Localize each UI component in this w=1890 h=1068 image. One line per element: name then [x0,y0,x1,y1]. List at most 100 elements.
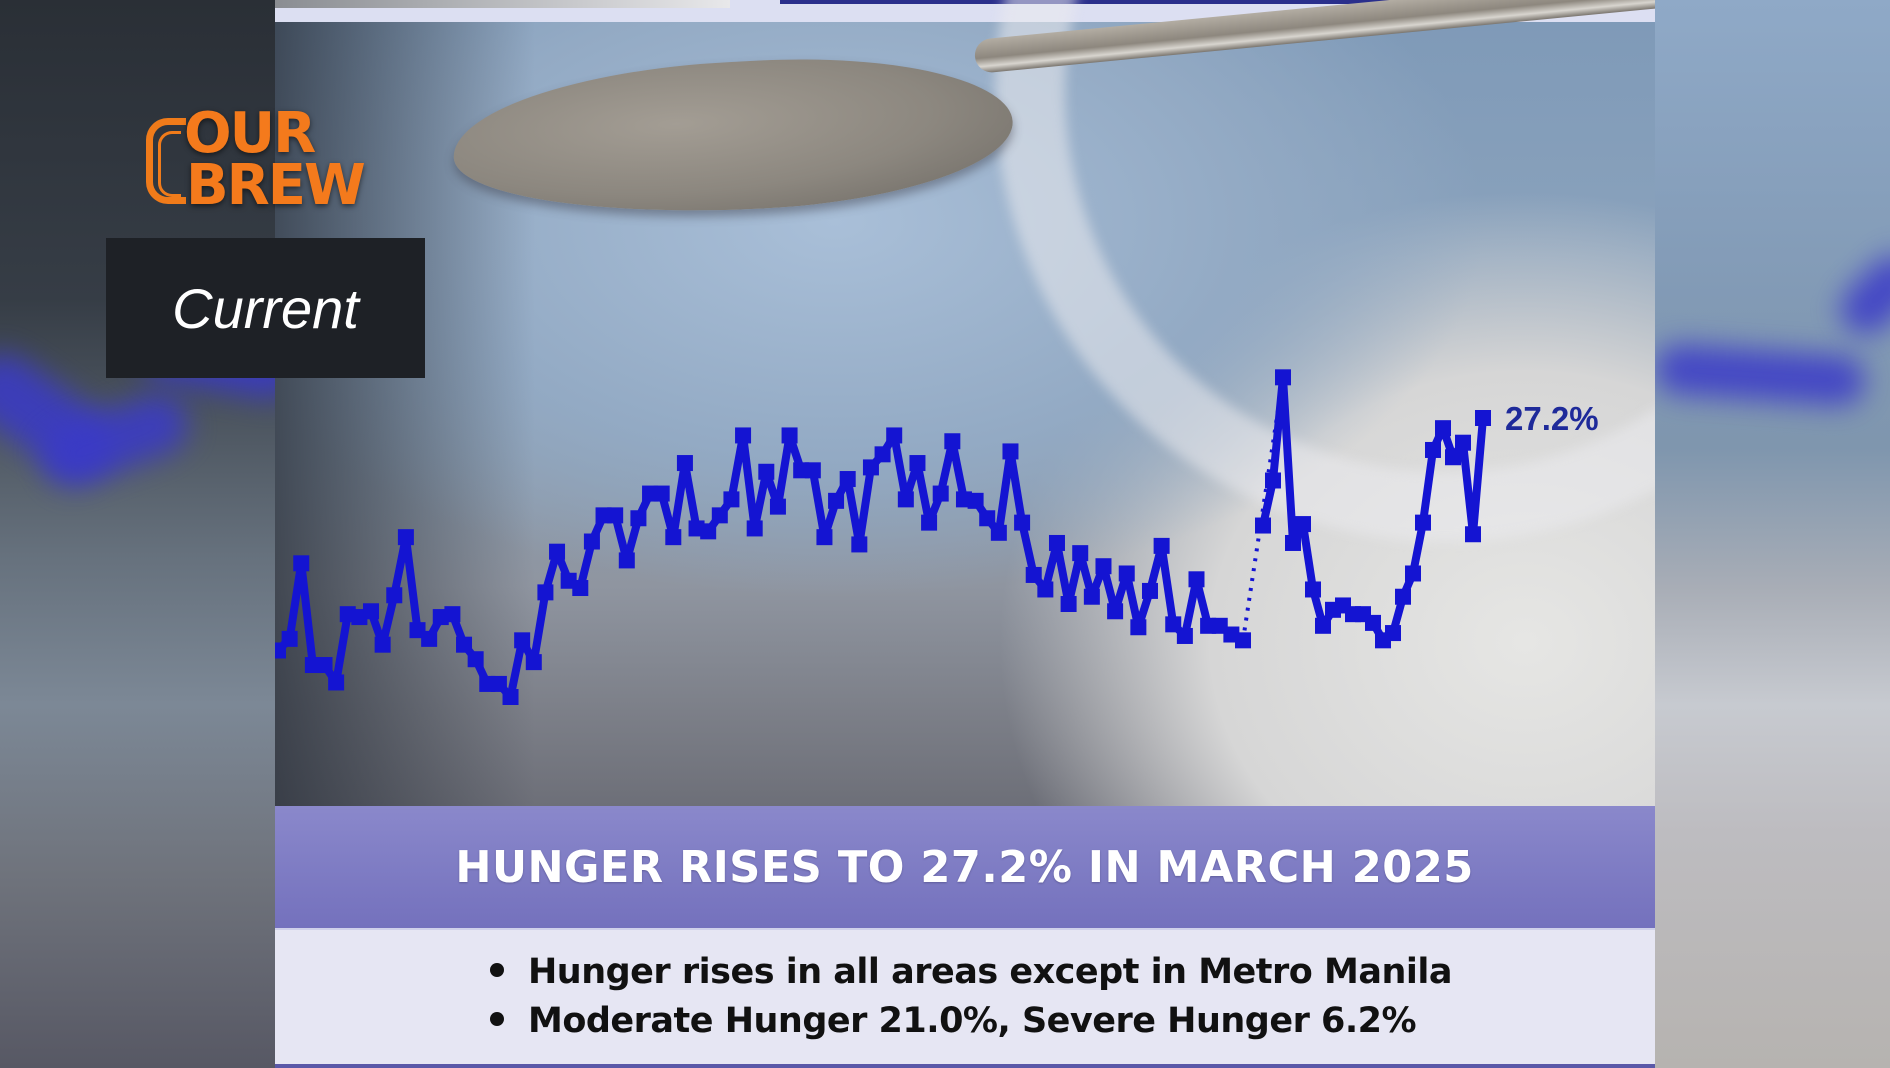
chart-data-point-marker [1425,441,1441,458]
chart-data-point-marker [967,492,984,509]
chart-data-point-marker [444,606,461,623]
bullet-text: Hunger rises in all areas except in Metr… [528,952,1453,992]
chart-data-point-marker [1295,516,1311,533]
infographic-card: 27.2% HUNGER RISES TO 27.2% IN MARCH 202… [275,0,1655,1068]
chart-data-point-marker [1141,582,1158,599]
chart-data-point-marker [735,427,752,444]
end-value-label: 27.2% [1505,400,1599,437]
bullet-item: Moderate Hunger 21.0%, Severe Hunger 6.2… [490,997,1452,1046]
chart-data-point-marker [1118,565,1135,582]
chart-data-point-marker [932,485,949,502]
chart-data-point-marker [723,491,740,508]
bullet-icon [490,963,504,977]
chart-data-point-marker [328,674,345,691]
chart-data-point-marker [1014,514,1031,531]
chart-data-point-marker [676,455,693,472]
chart-data-point-marker [1002,443,1019,460]
chart-data-point-marker [1275,369,1291,386]
segment-badge: Current [106,238,425,378]
chart-data-point-marker [828,492,845,509]
bullets-band: Hunger rises in all areas except in Metr… [275,928,1655,1064]
chart-data-point-marker [1235,632,1251,649]
top-strip-grey-bar [275,0,730,8]
left-blurred-backdrop [0,0,276,1068]
chart-data-point-marker [1415,514,1431,531]
bullet-text: Moderate Hunger 21.0%, Severe Hunger 6.2… [528,1001,1417,1041]
chart-data-point-marker [1315,617,1331,634]
headline-title: HUNGER RISES TO 27.2% IN MARCH 2025 [455,841,1475,893]
chart-data-point-marker [886,427,903,444]
chart-data-point-marker [839,471,856,488]
chart-data-point-marker [1176,627,1193,644]
chart-data-point-marker [1405,565,1421,582]
chart-data-point-marker [862,459,879,476]
chart-data-point-marker [583,533,600,550]
chart-data-point-marker [1455,434,1471,451]
chart-data-point-marker [537,584,554,601]
badge-label: Current [172,276,359,340]
chart-data-point-marker [421,630,438,647]
chart-data-point-marker [700,523,717,540]
chart-data-point-marker [1153,537,1170,554]
chart-data-point-marker [467,651,484,668]
bullet-list: Hunger rises in all areas except in Metr… [490,948,1453,1046]
our-brew-logo: OUR BREW [146,104,386,216]
chart-data-point-marker [1037,581,1054,598]
chart-data-point-marker [1475,410,1491,426]
chart-data-point-marker [1107,603,1124,620]
chart-data-point-marker [1435,420,1451,437]
bullet-item: Hunger rises in all areas except in Metr… [490,948,1453,997]
blurred-chart-line [1655,342,1867,408]
chart-data-point-marker [386,587,403,604]
chart-data-point-marker [1285,534,1301,551]
chart-data-point-marker [781,427,798,444]
chart-data-point-marker [874,446,891,463]
chart-data-point-marker [990,524,1007,541]
chart-data-point-marker [1265,472,1281,489]
blurred-chart-line [1830,245,1890,345]
chart-data-point-marker [665,529,682,546]
bullet-icon [490,1012,504,1026]
chart-data-point-marker [490,675,507,692]
chart-data-point-marker [1060,596,1077,612]
chart-data-point-marker [979,510,996,527]
chart-data-point-marker [1048,534,1065,551]
chart-data-point-marker [758,463,775,480]
logo-text-line1: OUR [184,101,316,166]
chart-data-point-marker [1083,588,1100,605]
chart-data-point-marker [1445,449,1461,466]
chart-data-point-marker [909,455,926,472]
chart-data-point-marker [275,642,286,659]
chart-data-point-marker [1365,614,1381,631]
chart-data-point-marker [316,657,333,674]
chart-data-point-marker [525,654,542,671]
chart-data-point-marker [293,555,310,572]
chart-data-point-marker [374,636,391,653]
chart-data-point-marker [944,433,961,450]
chart-data-point-marker [711,507,728,524]
chart-data-point-marker [456,636,473,653]
chart-data-point-marker [502,689,519,705]
logo-text-line2: BREW [186,153,366,218]
chart-data-point-marker [897,491,914,508]
chart-series-line [1259,373,1487,645]
chart-data-point-marker [816,529,833,546]
chart-data-point-marker [1072,545,1089,562]
chart-data-point-marker [630,510,647,527]
chart-data-point-marker [607,507,624,524]
chart-data-point-marker [281,630,298,647]
chart-data-point-marker [851,536,868,553]
chart-data-point-marker [514,632,531,649]
chart-data-point-marker [618,552,635,569]
chart-data-point-marker [653,485,670,502]
chart-data-point-marker [921,514,938,531]
mug-handle-icon [146,118,186,204]
hunger-line-chart [275,369,1491,705]
chart-data-point-marker [363,603,380,620]
chart-data-point-marker [769,498,786,515]
chart-data-point-marker [1130,619,1147,636]
chart-data-point-marker [549,543,566,560]
chart-data-point-marker [1025,566,1042,583]
chart-data-point-marker [572,580,589,597]
right-blurred-backdrop [1655,0,1890,1068]
